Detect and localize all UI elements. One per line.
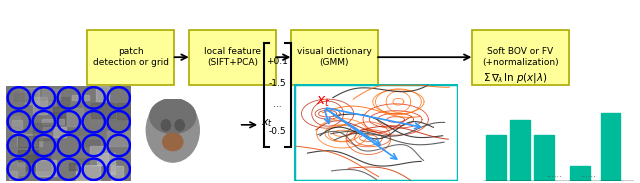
Bar: [97, 86, 109, 100]
Bar: [118, 103, 130, 119]
Bar: [108, 153, 118, 170]
Ellipse shape: [150, 99, 196, 134]
Bar: [67, 129, 89, 135]
Bar: [90, 146, 108, 165]
Bar: [92, 103, 115, 118]
Bar: [57, 97, 69, 106]
Bar: [77, 158, 98, 164]
Bar: [82, 140, 99, 146]
Bar: [107, 167, 115, 174]
Bar: [510, 120, 530, 181]
Ellipse shape: [163, 133, 183, 151]
Bar: [43, 127, 66, 137]
Bar: [107, 131, 131, 145]
Text: $x_t$: $x_t$: [260, 117, 273, 129]
Bar: [42, 119, 64, 124]
Bar: [33, 97, 47, 114]
Bar: [26, 155, 49, 170]
Bar: [33, 124, 52, 140]
Bar: [8, 171, 17, 179]
Bar: [25, 88, 38, 104]
Text: $\Sigma\,\nabla_{\!\lambda}\,\ln\,p(x|\lambda)$: $\Sigma\,\nabla_{\!\lambda}\,\ln\,p(x|\l…: [483, 71, 547, 85]
Bar: [18, 136, 38, 147]
Bar: [54, 107, 65, 124]
Circle shape: [161, 120, 170, 131]
Bar: [19, 89, 35, 102]
Text: visual dictionary
(GMM): visual dictionary (GMM): [297, 47, 372, 67]
Bar: [97, 153, 115, 165]
Text: -1.5: -1.5: [268, 79, 286, 88]
Bar: [15, 93, 32, 101]
Bar: [36, 160, 56, 176]
Bar: [570, 166, 590, 181]
Bar: [69, 163, 77, 170]
Text: patch
detection or grid: patch detection or grid: [93, 47, 169, 67]
Text: local feature
(SIFT+PCA): local feature (SIFT+PCA): [204, 47, 261, 67]
Bar: [53, 112, 61, 121]
Bar: [8, 116, 20, 125]
Text: ...: ...: [273, 100, 282, 109]
Bar: [486, 135, 506, 181]
Bar: [42, 89, 60, 99]
Text: ......: ......: [546, 170, 562, 179]
Bar: [12, 120, 22, 133]
Text: $x_t$: $x_t$: [316, 94, 331, 109]
FancyBboxPatch shape: [291, 30, 378, 85]
Bar: [90, 120, 102, 125]
Bar: [76, 165, 100, 180]
Text: ......: ......: [580, 170, 596, 179]
Bar: [106, 119, 126, 129]
Bar: [600, 113, 620, 181]
Text: Soft BOV or FV
(+normalization): Soft BOV or FV (+normalization): [482, 47, 559, 67]
FancyBboxPatch shape: [472, 30, 568, 85]
Bar: [17, 155, 30, 166]
Bar: [534, 135, 554, 181]
FancyBboxPatch shape: [189, 30, 276, 85]
FancyBboxPatch shape: [88, 30, 174, 85]
Circle shape: [147, 98, 199, 162]
Bar: [111, 167, 123, 180]
Circle shape: [175, 120, 184, 131]
Bar: [67, 108, 83, 126]
Bar: [8, 162, 24, 175]
Bar: [33, 101, 51, 106]
Text: +0.1: +0.1: [266, 57, 288, 66]
Bar: [17, 134, 42, 146]
Text: -0.5: -0.5: [268, 127, 286, 136]
Bar: [72, 95, 90, 100]
Bar: [19, 150, 38, 162]
